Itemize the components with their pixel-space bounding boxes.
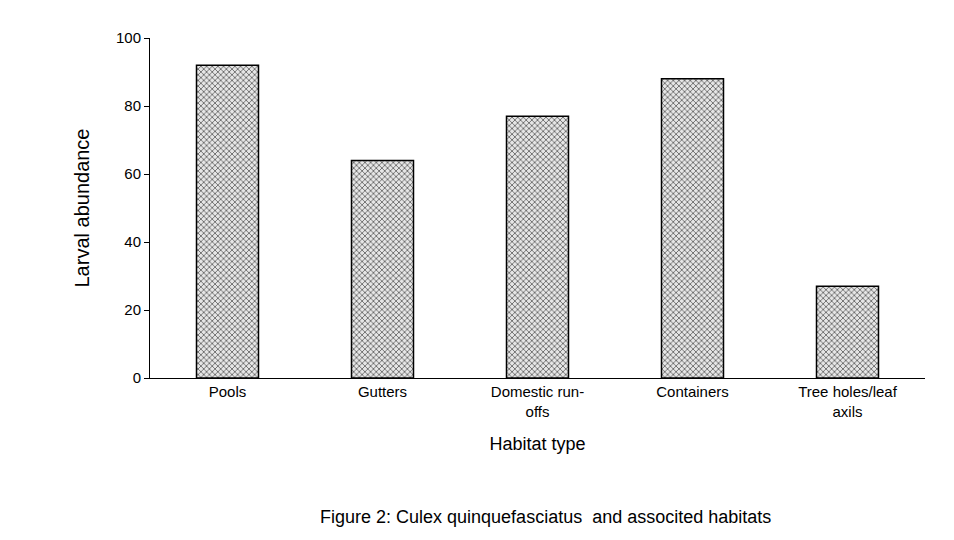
svg-text:0: 0: [133, 369, 141, 386]
svg-text:Containers: Containers: [656, 383, 729, 400]
svg-text:Pools: Pools: [209, 383, 247, 400]
svg-text:Figure 2: Culex quinquefasciat: Figure 2: Culex quinquefasciatus and ass…: [320, 507, 771, 527]
svg-text:40: 40: [124, 233, 141, 250]
svg-text:100: 100: [116, 29, 141, 46]
svg-text:Gutters: Gutters: [358, 383, 407, 400]
svg-text:Habitat type: Habitat type: [489, 434, 585, 454]
svg-text:Tree holes/leafaxils: Tree holes/leafaxils: [798, 383, 897, 420]
svg-text:Larval abundance: Larval abundance: [71, 128, 93, 287]
svg-text:20: 20: [124, 301, 141, 318]
svg-text:Domestic run-offs: Domestic run-offs: [491, 383, 584, 420]
svg-text:60: 60: [124, 165, 141, 182]
svg-text:80: 80: [124, 97, 141, 114]
